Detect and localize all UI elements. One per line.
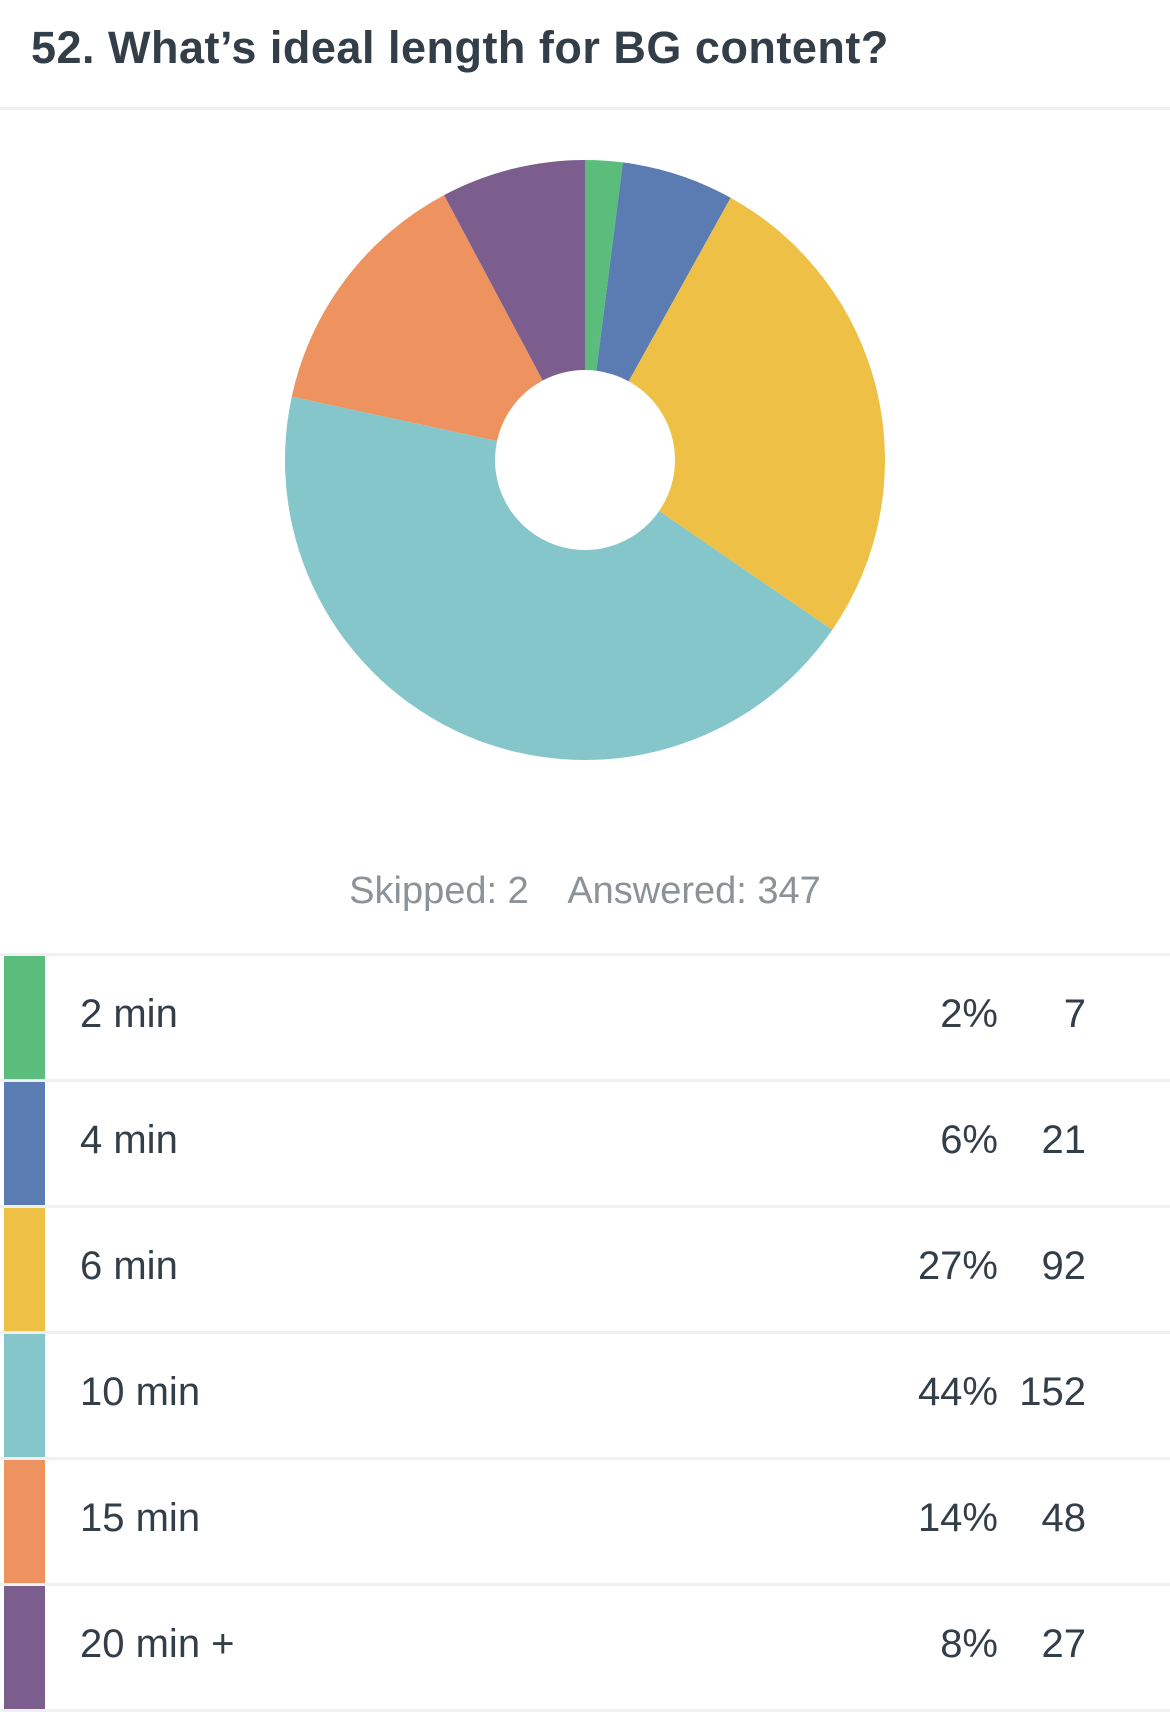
question-header: 52. What’s ideal length for BG content?	[0, 0, 1170, 110]
response-summary: Skipped: 2 Answered: 347	[0, 870, 1170, 913]
answer-choice: 4 min	[80, 1118, 178, 1162]
table-row: 10 min 44% 152	[0, 1334, 1170, 1460]
table-row: 4 min 6% 21	[0, 1082, 1170, 1208]
pie-slice-2-min[interactable]	[585, 160, 623, 371]
color-swatch	[4, 1334, 45, 1457]
answer-choice: 15 min	[80, 1496, 201, 1540]
donut-chart	[0, 110, 1170, 810]
answer-percent: 8%	[940, 1622, 998, 1666]
pie-slice-15-min[interactable]	[291, 195, 543, 441]
color-swatch	[4, 1460, 45, 1583]
answer-percent: 2%	[940, 992, 998, 1036]
answer-percent: 27%	[917, 1244, 998, 1288]
answer-count: 27	[1041, 1622, 1087, 1666]
color-swatch	[4, 1586, 45, 1709]
answer-choice: 6 min	[80, 1244, 178, 1288]
pie-slice-20-min[interactable]	[444, 160, 585, 381]
answer-count: 152	[1019, 1370, 1086, 1414]
color-swatch	[4, 956, 45, 1079]
skipped-count: Skipped: 2	[349, 870, 529, 912]
answer-count: 48	[1041, 1496, 1087, 1540]
answered-count: Answered: 347	[567, 870, 821, 912]
answer-percent: 14%	[917, 1496, 998, 1540]
table-row: 20 min + 8% 27	[0, 1586, 1170, 1712]
answer-percent: 44%	[917, 1370, 998, 1414]
pie-slice-4-min[interactable]	[596, 162, 731, 382]
pie-slice-6-min[interactable]	[628, 197, 885, 630]
table-row: 6 min 27% 92	[0, 1208, 1170, 1334]
answer-choice: 10 min	[80, 1370, 201, 1414]
answer-count: 21	[1041, 1118, 1087, 1162]
pie-slice-10-min[interactable]	[285, 396, 833, 760]
table-row: 2 min 2% 7	[0, 956, 1170, 1082]
donut-chart-svg	[285, 160, 885, 760]
color-swatch	[4, 1082, 45, 1205]
answer-percent: 6%	[940, 1118, 998, 1162]
table-row: 15 min 14% 48	[0, 1460, 1170, 1586]
question-title: 52. What’s ideal length for BG content?	[31, 22, 889, 73]
color-swatch	[4, 1208, 45, 1331]
answer-count: 92	[1041, 1244, 1087, 1288]
answer-table: 2 min 2% 7 4 min 6% 21 6 min 27% 92 10 m…	[0, 953, 1170, 1712]
answer-choice: 20 min +	[80, 1622, 235, 1666]
answer-count: 7	[1063, 992, 1086, 1036]
answer-choice: 2 min	[80, 992, 178, 1036]
